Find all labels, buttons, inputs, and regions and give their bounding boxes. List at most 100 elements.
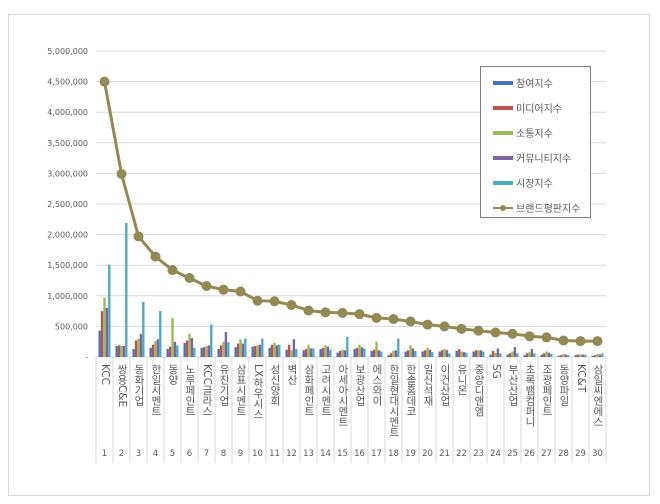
bar-2-쌍용C&E (117, 345, 121, 357)
bar-5-초록뱀컴퍼니 (533, 353, 536, 357)
legend-label: 미디어지수 (516, 104, 562, 115)
line-point-보광산업 (354, 309, 365, 320)
line-point-삼화페인트 (303, 305, 314, 316)
bar-1-일신석재 (421, 351, 424, 357)
x-tick-label: 아세아시멘트 (337, 364, 349, 427)
bar-5-부산산업 (516, 353, 519, 357)
bar-1-고려시멘트 (319, 349, 322, 357)
bar-5-벽산 (295, 349, 298, 357)
legend-item: 미디어지수 (493, 100, 562, 115)
bar-5-이건산업 (448, 353, 451, 357)
x-tick-label: 한솔홈데코 (405, 364, 417, 417)
bar-4-노루페인트 (190, 338, 194, 357)
x-tick-label: 유진기업 (218, 364, 230, 406)
bar-3-성신양회 (273, 342, 276, 357)
line-point-한일시멘트 (150, 251, 161, 262)
bar-3-중앙디앤엠 (477, 350, 480, 357)
bar-5-KCC글라스 (210, 324, 213, 357)
rank-number: 30 (592, 449, 603, 459)
x-tick-label: 쌍용C&E (116, 364, 128, 408)
bar-1-중앙디앤엠 (472, 351, 475, 357)
legend-swatch-icon (493, 80, 513, 85)
bar-4-아세아시멘트 (343, 350, 347, 357)
bar-3-동양파일 (562, 353, 565, 357)
rank-number: 9 (238, 449, 243, 459)
bar-4-초록뱀컴퍼니 (530, 349, 534, 357)
bar-2-이건산업 (440, 350, 444, 357)
y-tick-label: 2,000,000 (47, 231, 88, 240)
rank-number: 5 (170, 449, 175, 459)
bar-1-유니온 (455, 350, 458, 357)
line-point-SG (490, 327, 501, 338)
bar-1-동양 (166, 349, 169, 357)
bar-3-동화기업 (137, 338, 140, 357)
line-point-고려시멘트 (320, 307, 331, 318)
legend-swatch-icon (493, 180, 513, 185)
bar-3-삼일씨엔에스 (596, 353, 599, 357)
rank-number: 28 (558, 449, 569, 459)
bar-5-LX하우시스 (261, 338, 264, 357)
legend-label: 커뮤니티지수 (516, 154, 572, 165)
bar-2-동화기업 (134, 340, 138, 357)
legend-swatch-icon (493, 105, 513, 110)
bar-2-KCC (100, 311, 104, 357)
bar-1-동화기업 (132, 349, 135, 357)
bar-1-KCC (98, 330, 101, 357)
legend-swatch-icon (493, 130, 513, 135)
bar-2-성신양회 (270, 344, 274, 357)
bar-5-삼화페인트 (312, 348, 315, 357)
x-tick-label: 삼화페인트 (303, 364, 315, 417)
bar-2-동양파일 (559, 355, 563, 357)
line-point-이건산업 (439, 321, 450, 332)
bar-4-KCC (105, 308, 109, 357)
bar-1-LX하우시스 (251, 346, 254, 357)
line-point-부산산업 (507, 328, 518, 339)
line-point-아세아시멘트 (337, 307, 348, 318)
line-point-초록뱀컴퍼니 (524, 331, 535, 342)
bar-2-KCC글라스 (202, 347, 206, 357)
rank-number: 23 (473, 449, 484, 459)
rank-number: 16 (354, 449, 365, 459)
x-tick-label: 삼표시멘트 (235, 364, 247, 417)
bar-3-고려시멘트 (324, 345, 327, 357)
x-tick-label: 유니온 (456, 364, 468, 396)
rank-number: 4 (153, 449, 158, 459)
bar-3-이건산업 (443, 349, 446, 357)
y-tick-label: 2,500,000 (47, 200, 88, 209)
x-tick-label: KCC글라스 (201, 364, 213, 417)
rank-number: 7 (204, 449, 209, 459)
bar-5-유진기업 (227, 342, 230, 357)
rank-number: 24 (490, 449, 501, 459)
bar-1-노루페인트 (183, 342, 186, 357)
bar-4-유니온 (462, 352, 466, 357)
bar-1-SG (489, 354, 492, 357)
bar-5-동양 (176, 345, 179, 357)
bar-2-초록뱀컴퍼니 (525, 353, 529, 357)
bar-3-벽산 (290, 350, 293, 357)
bar-5-동양파일 (567, 355, 570, 357)
bar-1-벽산 (285, 349, 288, 357)
bar-5-아세아시멘트 (346, 336, 349, 357)
line-point-유니온 (456, 323, 467, 334)
rank-number: 19 (405, 449, 416, 459)
legend-label: 시장지수 (516, 179, 553, 190)
legend-item: 시장지수 (493, 175, 553, 190)
bar-1-삼표시멘트 (234, 347, 237, 357)
line-point-동양 (167, 265, 178, 276)
y-tick-label: 3,000,000 (47, 169, 88, 178)
bar-5-KCC (108, 264, 111, 357)
bar-4-조광페인트 (547, 352, 551, 357)
bar-4-동양 (173, 341, 177, 357)
legend-item: 소통지수 (493, 125, 553, 140)
bar-1-KC&T (574, 355, 577, 357)
line-point-일신석재 (422, 319, 433, 330)
legend-line-marker-icon (493, 204, 513, 211)
bar-3-삼표시멘트 (239, 339, 242, 357)
x-tick-label: 중앙디앤엠 (473, 364, 485, 417)
legend-item: 브랜드평판지수 (493, 200, 580, 215)
rank-number: 2 (119, 449, 124, 459)
bar-1-삼화페인트 (302, 350, 305, 357)
bar-1-부산산업 (506, 354, 509, 357)
